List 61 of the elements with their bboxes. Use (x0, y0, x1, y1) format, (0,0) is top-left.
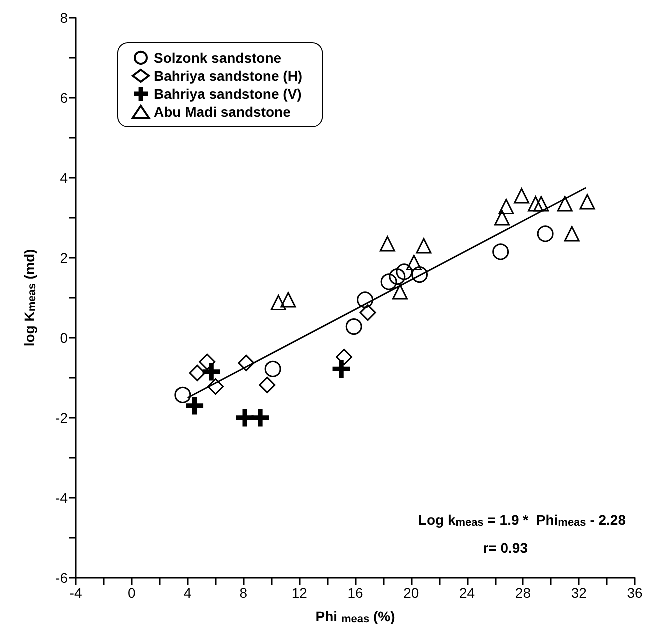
point (514, 188, 530, 204)
y-tick-label: 0 (60, 330, 68, 346)
point (270, 295, 286, 311)
x-tick-label: 0 (128, 585, 136, 601)
point (528, 196, 544, 212)
point (498, 199, 514, 215)
point (199, 354, 216, 370)
point (174, 386, 192, 404)
x-tick-label: 32 (571, 585, 588, 601)
x-tick-label: 4 (184, 585, 192, 601)
x-tick-label: 24 (460, 585, 476, 601)
point (186, 397, 204, 415)
point (406, 255, 422, 271)
point (236, 409, 254, 427)
point (280, 292, 296, 308)
point (336, 348, 353, 366)
point (346, 318, 362, 336)
legend-label: Bahriya sandstone (V) (154, 86, 302, 102)
x-tick-label: 20 (404, 585, 420, 601)
x-tick-label: 16 (348, 585, 364, 601)
point (252, 409, 270, 427)
point (259, 376, 276, 394)
point (380, 236, 396, 252)
x-tick-label: 28 (515, 585, 532, 601)
point (202, 363, 220, 381)
point (360, 304, 376, 322)
point (557, 196, 573, 212)
y-tick-label: 8 (60, 10, 68, 26)
legend-label: Solzonk sandstone (154, 50, 282, 66)
point (580, 194, 596, 210)
point (492, 244, 510, 260)
point (392, 284, 408, 300)
point (380, 274, 398, 290)
point (264, 360, 282, 378)
y-axis-title: log Kmeas (md) (22, 249, 38, 347)
point (189, 364, 206, 382)
point (534, 196, 550, 212)
y-tick-label: -6 (56, 570, 68, 586)
x-tick-label: 8 (240, 585, 248, 601)
point (494, 210, 510, 226)
annotation: r= 0.93 (483, 540, 528, 556)
point (208, 378, 224, 396)
point (416, 238, 432, 254)
point (564, 226, 580, 242)
legend-label: Abu Madi sandstone (154, 104, 292, 120)
y-tick-label: 6 (60, 90, 68, 106)
y-tick-label: 4 (60, 170, 68, 186)
point (537, 226, 554, 242)
y-tick-label: 2 (60, 250, 68, 266)
point (396, 264, 413, 280)
point (389, 268, 406, 286)
point (332, 360, 350, 378)
y-tick-label: -4 (56, 490, 68, 506)
x-tick-label: 36 (627, 585, 643, 601)
point (238, 354, 255, 372)
legend-label: Bahriya sandstone (H) (154, 68, 303, 84)
point (412, 266, 428, 284)
x-tick-label: 12 (292, 585, 308, 601)
y-tick-label: -2 (56, 410, 68, 426)
point (357, 292, 374, 308)
x-axis-title: Phi meas (%) (316, 608, 396, 626)
